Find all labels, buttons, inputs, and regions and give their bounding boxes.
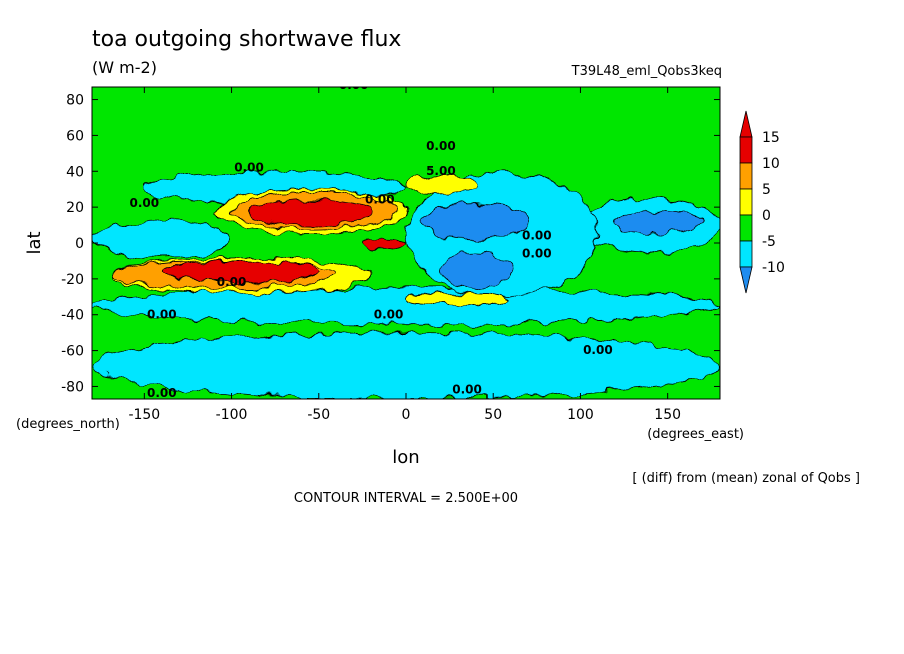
x-units-label: (degrees_east) bbox=[647, 427, 744, 442]
contour-interval-note: CONTOUR INTERVAL = 2.500E+00 bbox=[294, 491, 518, 506]
colorbar-swatch-4 bbox=[739, 240, 753, 268]
x-tick-label-2: -50 bbox=[307, 407, 330, 423]
x-axis-ticks: -150 -100 -50 0 50 100 150 bbox=[128, 87, 681, 423]
contour-label-12: 0.00 bbox=[452, 383, 482, 397]
contour-label-11: 0.00 bbox=[147, 386, 177, 400]
colorbar-label-1: 10 bbox=[762, 156, 780, 172]
filled-contours bbox=[92, 170, 720, 399]
colorbar: 15 10 5 0 -5 -10 bbox=[739, 110, 785, 294]
contour-region-6 bbox=[423, 203, 529, 240]
contour-label-13: 0.00 bbox=[217, 275, 247, 289]
colorbar-swatch-0 bbox=[739, 136, 753, 164]
colorbar-swatch-3 bbox=[739, 214, 753, 242]
contour-label-1: 0.00 bbox=[426, 139, 456, 153]
y-tick-label-5: 20 bbox=[66, 200, 84, 216]
colorbar-label-0: 15 bbox=[762, 130, 780, 146]
colorbar-swatch-1 bbox=[739, 162, 753, 190]
y-tick-label-4: 0 bbox=[75, 236, 84, 252]
contour-label-8: 0.00 bbox=[374, 307, 404, 321]
y-tick-label-1: -60 bbox=[61, 344, 84, 360]
contour-region-15 bbox=[161, 260, 320, 283]
x-tick-label-4: 50 bbox=[484, 407, 502, 423]
contour-label-9: 0.00 bbox=[147, 307, 177, 321]
y-units-label: (degrees_north) bbox=[16, 417, 120, 432]
colorbar-label-3: 0 bbox=[762, 208, 771, 224]
y-tick-label-0: -80 bbox=[61, 379, 84, 395]
contour-region-12 bbox=[405, 174, 477, 194]
y-tick-label-6: 40 bbox=[66, 164, 84, 180]
experiment-label: T39L48_eml_Qobs3keq bbox=[571, 64, 722, 79]
chart-units: (W m-2) bbox=[92, 58, 157, 77]
contour-label-3: 5.00 bbox=[426, 164, 456, 178]
x-tick-label-6: 150 bbox=[654, 407, 681, 423]
y-axis-label: lat bbox=[24, 231, 45, 254]
y-tick-label-8: 80 bbox=[66, 93, 84, 109]
colorbar-label-2: 5 bbox=[762, 182, 771, 198]
y-tick-label-2: -40 bbox=[61, 308, 84, 324]
contour-label-2: 0.00 bbox=[234, 160, 264, 174]
contour-label-4: 0.00 bbox=[130, 196, 160, 210]
x-tick-label-3: 0 bbox=[402, 407, 411, 423]
colorbar-label-4: -5 bbox=[762, 234, 776, 250]
chart-title: toa outgoing shortwave flux bbox=[92, 27, 401, 52]
colorbar-arrow-bottom bbox=[739, 266, 753, 294]
x-axis-label: lon bbox=[392, 447, 419, 468]
x-tick-label-5: 100 bbox=[567, 407, 594, 423]
contour-labels: 0.00 0.00 0.00 5.00 0.00 0.00 0.00 0.00 0.00 0.00… bbox=[130, 78, 613, 400]
contour-label-0: 0.00 bbox=[339, 78, 369, 92]
contour-label-5: 0.00 bbox=[365, 193, 395, 207]
plot-area: 0.00 0.00 0.00 5.00 0.00 0.00 0.00 0.00 0.00 0.00… bbox=[61, 78, 721, 423]
colorbar-swatch-2 bbox=[739, 188, 753, 216]
contour-region-4 bbox=[92, 221, 232, 258]
contour-region-11 bbox=[405, 292, 512, 307]
y-tick-label-7: 60 bbox=[66, 128, 84, 144]
contour-label-7: 0.00 bbox=[522, 246, 552, 260]
y-tick-label-3: -20 bbox=[61, 272, 84, 288]
contour-region-16 bbox=[248, 199, 372, 226]
x-tick-label-0: -150 bbox=[128, 407, 160, 423]
contour-region-0 bbox=[92, 332, 720, 399]
contour-label-10: 0.00 bbox=[583, 343, 613, 357]
colorbar-label-5: -10 bbox=[762, 260, 785, 276]
x-tick-label-1: -100 bbox=[216, 407, 248, 423]
subtitle-note: [ (diff) from (mean) zonal of Qobs ] bbox=[632, 471, 860, 486]
contour-region-8 bbox=[614, 210, 703, 235]
y-axis-ticks: -80 -60 -40 -20 0 20 40 60 80 bbox=[61, 93, 720, 395]
colorbar-arrow-top bbox=[739, 110, 753, 138]
contour-label-6: 0.00 bbox=[522, 228, 552, 242]
contour-region-17 bbox=[361, 237, 407, 249]
contour-region-1 bbox=[92, 287, 720, 325]
contour-region-7 bbox=[440, 251, 512, 289]
